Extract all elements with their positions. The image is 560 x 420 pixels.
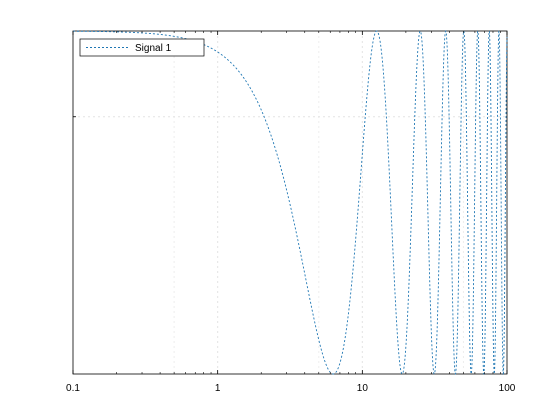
x-tick-label: 10: [357, 383, 369, 394]
tick-layer: 0.1 1 10 100: [66, 31, 516, 394]
axes: [72, 30, 508, 375]
legend-label-signal-1: Signal 1: [135, 43, 172, 54]
legend: Signal 1: [79, 38, 205, 57]
x-tick-label: 0.1: [66, 383, 80, 394]
legend-box: [79, 38, 205, 57]
x-tick-label: 100: [499, 383, 516, 394]
grid-lines: [73, 31, 507, 374]
plot-frame: [72, 30, 508, 375]
x-tick-label: 1: [215, 383, 221, 394]
series-layer: [72, 29, 508, 376]
series-line-signal-1: [72, 29, 508, 376]
